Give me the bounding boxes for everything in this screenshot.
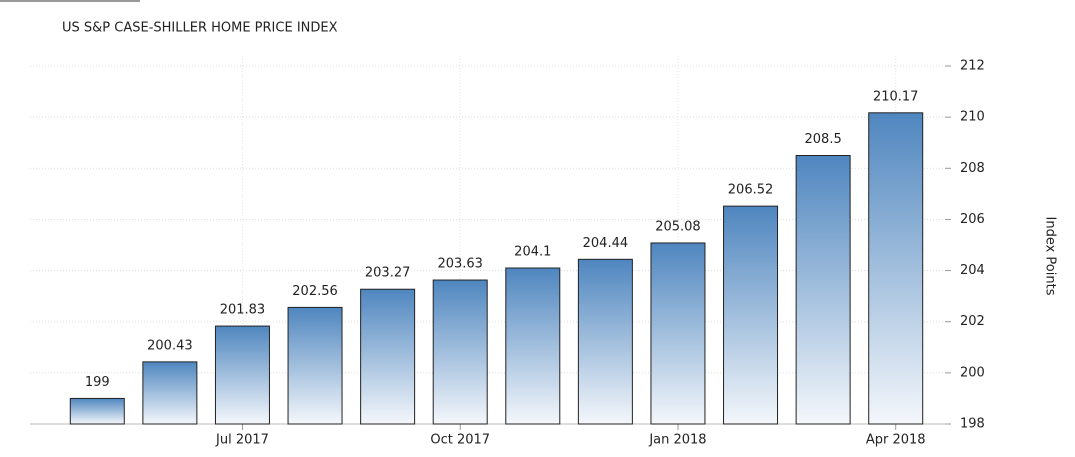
bar [69, 397, 125, 425]
y-tick-label: 208 [960, 161, 985, 176]
value-label: 210.17 [873, 89, 919, 104]
chart-title: US S&P CASE-SHILLER HOME PRICE INDEX [62, 21, 338, 36]
value-label: 202.56 [292, 284, 338, 299]
x-tick-label: Jan 2018 [648, 433, 706, 448]
bar [577, 258, 633, 425]
bar [360, 288, 416, 425]
bar [650, 242, 706, 425]
bar [795, 155, 851, 425]
y-tick-label: 210 [960, 110, 985, 125]
value-label: 201.83 [220, 303, 266, 318]
bar [142, 361, 198, 425]
value-label: 204.1 [514, 245, 551, 260]
x-tick-label: Apr 2018 [866, 433, 926, 448]
value-label: 205.08 [655, 219, 701, 234]
x-tick-label: Oct 2017 [430, 433, 490, 448]
bar [214, 325, 270, 425]
bar [287, 306, 343, 425]
value-label: 203.63 [437, 257, 483, 272]
y-tick-label: 200 [960, 365, 985, 380]
value-label: 200.43 [147, 338, 193, 353]
x-tick-label: Jul 2017 [215, 433, 269, 448]
y-tick-label: 206 [960, 212, 985, 227]
y-tick-label: 212 [960, 59, 985, 74]
y-tick-label: 202 [960, 314, 985, 329]
bar [505, 267, 561, 425]
value-label: 206.52 [728, 183, 774, 198]
value-label: 203.27 [365, 266, 411, 281]
y-tick-label: 198 [960, 417, 985, 432]
bar [432, 279, 488, 425]
y-tick-label: 204 [960, 263, 985, 278]
value-label: 208.5 [805, 132, 842, 147]
value-label: 199 [85, 375, 110, 390]
y-axis-label: Index Points [1043, 217, 1058, 296]
bar [723, 205, 779, 425]
value-label: 204.44 [583, 236, 629, 251]
bar [868, 112, 924, 425]
